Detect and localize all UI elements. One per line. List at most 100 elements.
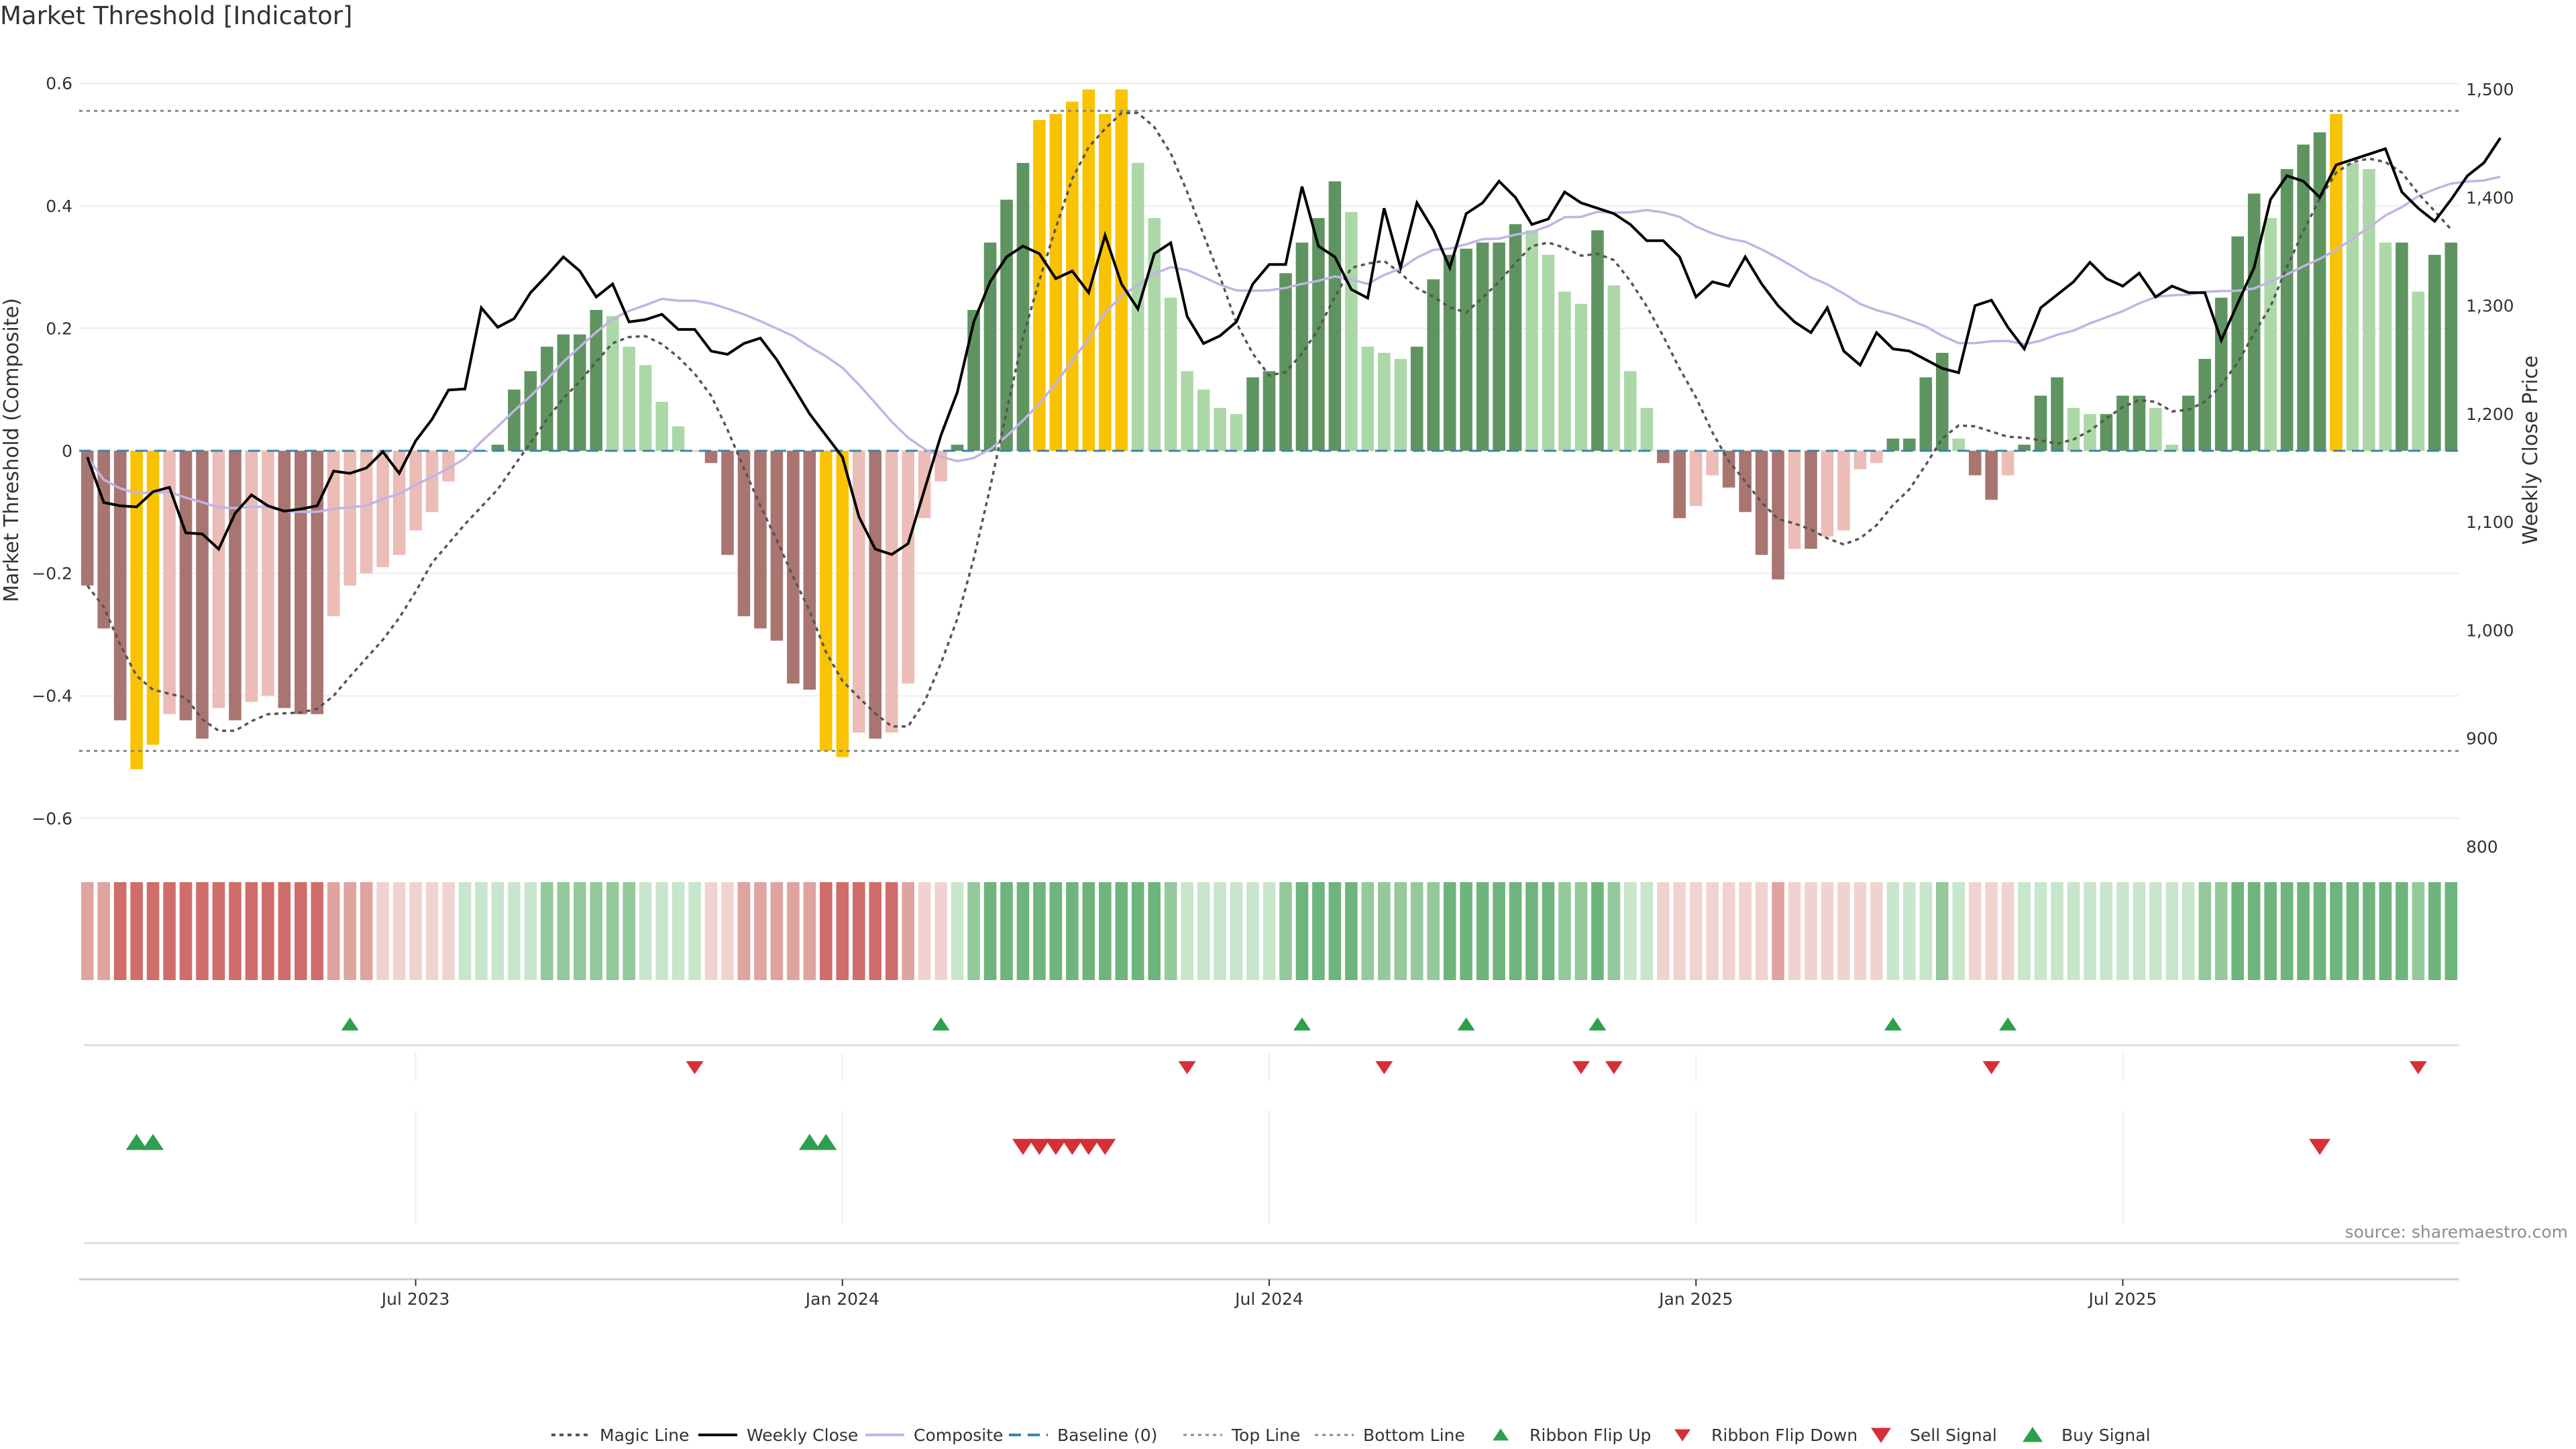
bar-20: [409, 451, 422, 531]
bar-83: [1443, 254, 1456, 451]
ribbon-cell-114: [1952, 882, 1965, 980]
ribbon-cell-96: [1656, 882, 1670, 980]
ribbon-cell-87: [1509, 882, 1522, 980]
ribbon-cell-101: [1739, 882, 1752, 980]
ribbon-cell-64: [1131, 882, 1144, 980]
bar-126: [2149, 408, 2162, 451]
legend-label-3: Baseline (0): [1057, 1426, 1157, 1445]
y2-axis-label: Weekly Close Price: [2519, 356, 2542, 545]
ribbon-cell-116: [1985, 882, 1998, 980]
ribbon-flip-down-4: [1605, 1061, 1623, 1075]
legend-label-5: Bottom Line: [1363, 1426, 1465, 1445]
x-tick-4: Jul 2025: [2088, 1289, 2157, 1309]
ribbon-cell-55: [983, 882, 997, 980]
bar-19: [392, 451, 406, 555]
bar-120: [2051, 377, 2063, 451]
ribbon-cell-85: [1476, 882, 1489, 980]
bar-11: [262, 451, 274, 696]
bar-27: [524, 371, 537, 451]
bar-139: [2363, 169, 2375, 451]
source-credit: source: sharemaestro.com: [2345, 1222, 2569, 1242]
bar-85: [1476, 242, 1489, 451]
ribbon-cell-57: [1016, 882, 1030, 980]
ribbon-cell-24: [475, 882, 488, 980]
ribbon-flip-up-3: [1457, 1017, 1475, 1031]
bar-63: [1115, 89, 1128, 451]
bar-13: [294, 451, 307, 714]
ribbon-cell-52: [934, 882, 947, 980]
legend-label-6: Ribbon Flip Up: [1529, 1426, 1651, 1445]
ribbon-cell-36: [672, 882, 685, 980]
ribbon-cell-141: [2396, 882, 2408, 980]
ribbon-cell-111: [1902, 882, 1916, 980]
bar-72: [1263, 371, 1276, 451]
ribbon-cell-90: [1558, 882, 1571, 980]
bar-3: [130, 451, 143, 769]
ribbon-flip-down-0: [686, 1061, 704, 1075]
bar-141: [2396, 242, 2408, 451]
bar-132: [2247, 193, 2261, 451]
bar-112: [1919, 377, 1933, 451]
sell-signal-5: [1094, 1138, 1116, 1155]
legend-label-7: Ribbon Flip Down: [1711, 1426, 1858, 1445]
bar-128: [2182, 395, 2195, 451]
bar-30: [574, 334, 586, 451]
bar-25: [491, 444, 504, 451]
ribbon-cell-72: [1263, 882, 1276, 980]
bar-14: [311, 451, 324, 714]
ribbon-strip: [80, 882, 2458, 980]
ribbon-cell-103: [1772, 882, 1784, 980]
ribbon-cell-38: [704, 882, 718, 980]
bar-73: [1279, 273, 1292, 451]
bar-67: [1181, 371, 1193, 451]
ribbon-cell-31: [590, 882, 603, 980]
bar-38: [704, 451, 718, 464]
ribbon-cell-20: [409, 882, 422, 980]
bar-102: [1755, 451, 1768, 555]
ribbon-cell-58: [1033, 882, 1046, 980]
bar-62: [1099, 113, 1112, 451]
ribbon-cell-93: [1607, 882, 1621, 980]
ribbon-cell-6: [179, 882, 193, 980]
axes: 0.6 0.4 0.2 0 −0.2 −0.4 −0.6 1,500 1,400 1,300 1,2…: [0, 74, 2542, 1309]
bar-107: [1837, 451, 1850, 531]
bar-55: [983, 242, 997, 451]
bar-110: [1886, 438, 1900, 451]
ribbon-cell-98: [1689, 882, 1703, 980]
ribbon-cell-94: [1624, 882, 1637, 980]
ribbon-cell-106: [1821, 882, 1834, 980]
bar-142: [2412, 291, 2425, 451]
ribbon-cell-48: [869, 882, 882, 980]
bar-61: [1082, 89, 1095, 451]
y2-tick-1: 1,400: [2466, 188, 2514, 207]
ribbon-cell-25: [491, 882, 504, 980]
bar-96: [1656, 451, 1670, 464]
bar-17: [360, 451, 373, 574]
ribbon-cell-68: [1197, 882, 1210, 980]
signal-markers: [84, 1017, 2459, 1244]
ribbon-flip-down-3: [1572, 1061, 1590, 1075]
ribbon-cell-44: [803, 882, 816, 980]
bar-108: [1854, 451, 1867, 470]
bar-119: [2034, 395, 2047, 451]
buy-signal-0: [125, 1134, 148, 1150]
ribbon-cell-61: [1082, 882, 1095, 980]
ribbon-cell-99: [1706, 882, 1719, 980]
y2-tick-0: 1,500: [2466, 80, 2514, 99]
ribbon-cell-110: [1886, 882, 1900, 980]
bar-134: [2280, 169, 2294, 451]
ribbon-cell-22: [442, 882, 455, 980]
ribbon-cell-74: [1295, 882, 1309, 980]
bar-1: [97, 451, 111, 629]
ribbon-cell-130: [2214, 882, 2228, 980]
ribbon-cell-49: [885, 882, 898, 980]
bar-87: [1509, 224, 1522, 451]
ribbon-cell-32: [606, 882, 619, 980]
magic-line: [86, 111, 2453, 733]
ribbon-cell-135: [2297, 882, 2310, 980]
bar-118: [2018, 444, 2031, 451]
ribbon-cell-15: [327, 882, 340, 980]
bar-39: [721, 451, 734, 555]
bar-43: [787, 451, 800, 684]
